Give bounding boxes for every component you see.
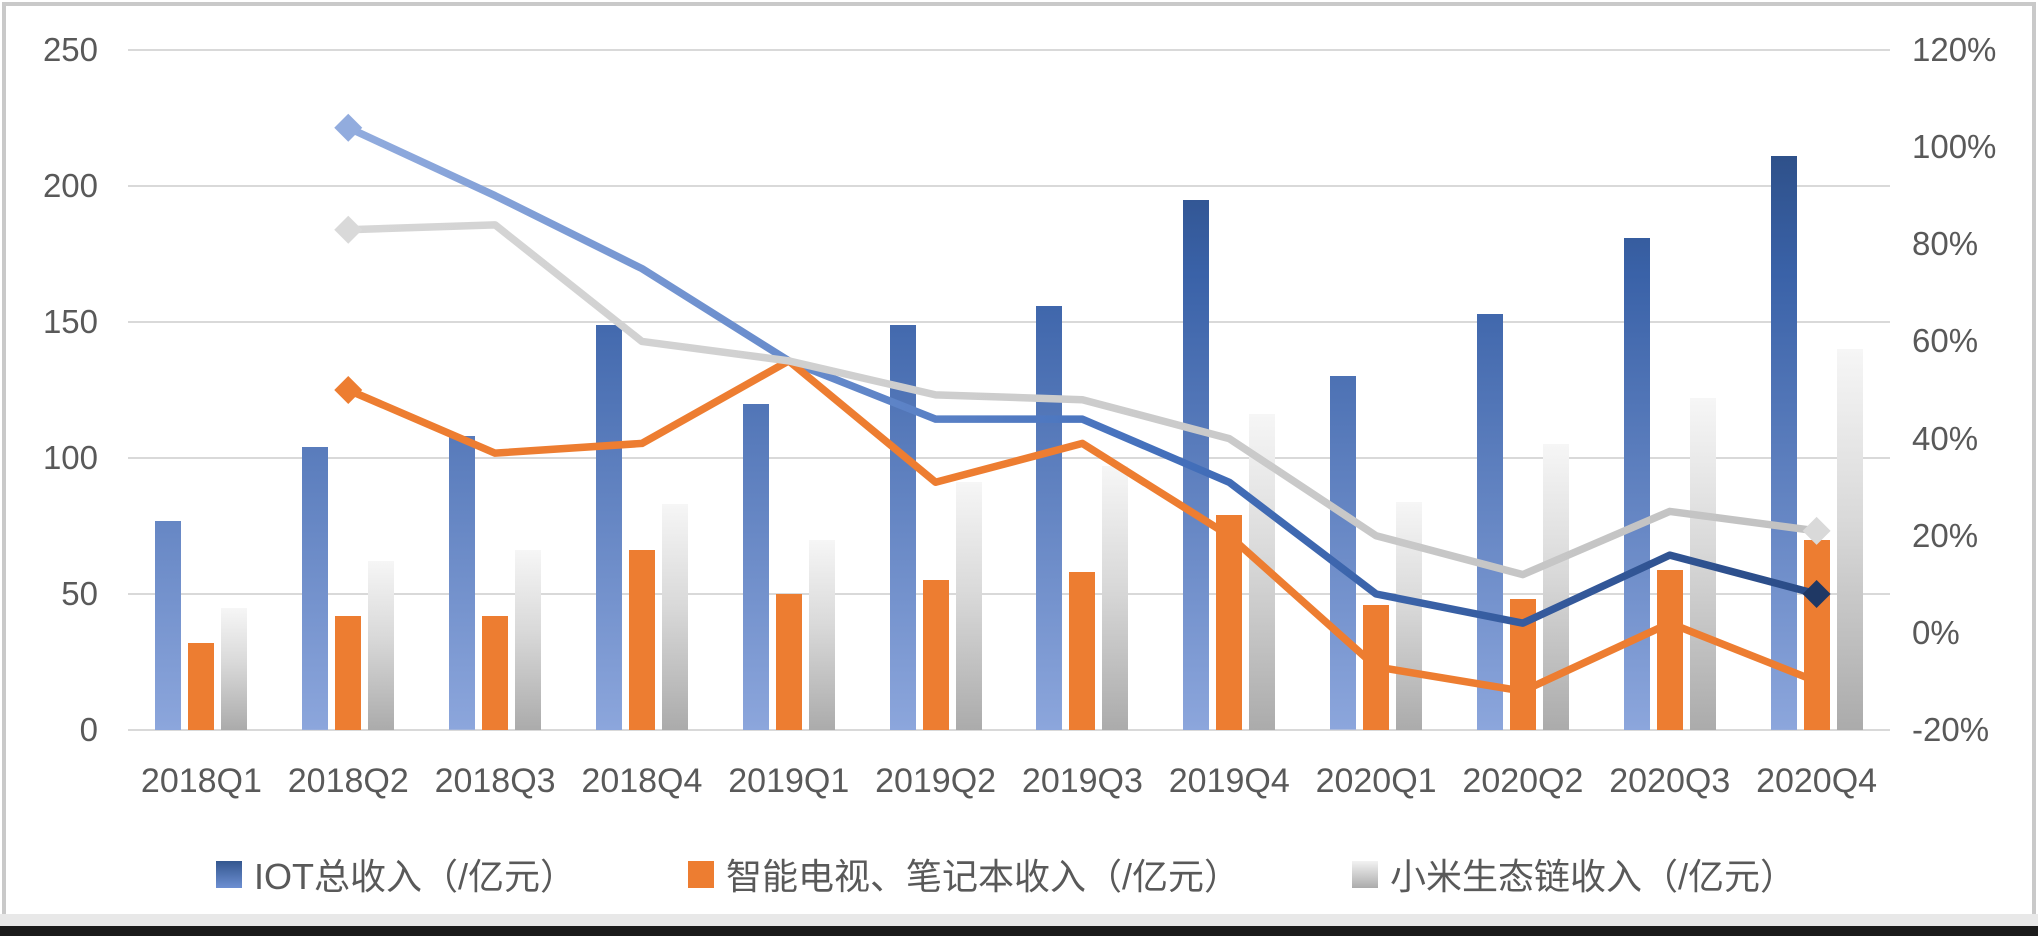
right-axis-tick-120%: 120% bbox=[1912, 31, 1997, 68]
legend-label-tv: 智能电视、笔记本收入（/亿元） bbox=[726, 856, 1241, 897]
line-0 bbox=[344, 123, 1821, 627]
bar-iot-2018Q4 bbox=[595, 324, 622, 730]
x-axis-label-2019Q3: 2019Q3 bbox=[1021, 762, 1143, 800]
marker-first-line-0 bbox=[334, 113, 363, 142]
x-axis-label-2020Q1: 2020Q1 bbox=[1315, 762, 1437, 800]
bar-tv-2020Q3 bbox=[1656, 569, 1683, 730]
gridline-200 bbox=[128, 185, 1890, 187]
marker-first-line-2 bbox=[334, 215, 363, 244]
right-axis-tick-80%: 80% bbox=[1912, 225, 1979, 263]
bar-iot-2018Q3 bbox=[449, 436, 476, 730]
left-axis-tick-250: 250 bbox=[42, 31, 98, 68]
gridline-100 bbox=[128, 457, 1890, 459]
right-axis-tick-60%: 60% bbox=[1912, 322, 1979, 360]
right-axis-tick--20%: -20% bbox=[1912, 711, 1990, 748]
bar-tv-2019Q1 bbox=[775, 594, 802, 730]
right-axis-tick-20%: 20% bbox=[1912, 516, 1979, 554]
card-border-right bbox=[2032, 2, 2036, 914]
bar-tv-2018Q4 bbox=[628, 550, 655, 730]
marker-last-line-0 bbox=[1802, 580, 1831, 608]
right-axis-tick-0%: 0% bbox=[1912, 613, 1960, 651]
bar-iot-2020Q3 bbox=[1623, 237, 1650, 730]
bar-iot-2018Q1 bbox=[155, 520, 182, 730]
bottom-light-strip bbox=[0, 914, 2038, 926]
marker-last-line-2 bbox=[1802, 516, 1831, 545]
bar-iot-2019Q1 bbox=[742, 403, 769, 730]
legend-label-iot: IOT总收入（/亿元） bbox=[254, 856, 576, 897]
bar-eco-2020Q4 bbox=[1836, 349, 1863, 730]
legend-label-eco: 小米生态链收入（/亿元） bbox=[1390, 856, 1797, 897]
legend-key-iot-swatch bbox=[216, 860, 242, 888]
bar-eco-2018Q2 bbox=[368, 561, 395, 730]
x-axis-label-2020Q2: 2020Q2 bbox=[1462, 762, 1584, 800]
bar-tv-2020Q4 bbox=[1803, 539, 1830, 730]
bar-eco-2018Q1 bbox=[221, 607, 248, 730]
line-2 bbox=[344, 221, 1821, 579]
right-axis-tick-40%: 40% bbox=[1912, 419, 1979, 457]
bar-iot-2020Q4 bbox=[1770, 156, 1797, 730]
bar-eco-2019Q2 bbox=[955, 482, 982, 730]
x-axis-label-2019Q2: 2019Q2 bbox=[875, 762, 997, 800]
x-axis-label-2020Q3: 2020Q3 bbox=[1609, 762, 1731, 800]
bar-tv-2018Q1 bbox=[188, 642, 215, 730]
x-axis-label-2018Q4: 2018Q4 bbox=[581, 762, 703, 800]
bar-iot-2020Q1 bbox=[1330, 376, 1357, 730]
line-series-layer bbox=[334, 113, 1831, 695]
gridline-0 bbox=[128, 729, 1890, 731]
legend-key-tv-swatch bbox=[688, 860, 714, 888]
bar-tv-2019Q4 bbox=[1216, 515, 1243, 730]
bar-iot-2018Q2 bbox=[302, 447, 329, 730]
x-axis-label-2019Q1: 2019Q1 bbox=[728, 762, 850, 800]
x-axis-label-2020Q4: 2020Q4 bbox=[1756, 762, 1878, 800]
left-axis-tick-100: 100 bbox=[42, 439, 98, 476]
bar-tv-2018Q2 bbox=[335, 615, 362, 730]
bar-eco-2019Q1 bbox=[808, 539, 835, 730]
card-border-top bbox=[2, 2, 2036, 6]
bar-eco-2018Q4 bbox=[661, 504, 688, 730]
bar-iot-2020Q2 bbox=[1476, 313, 1503, 730]
bar-tv-2019Q3 bbox=[1069, 572, 1096, 730]
x-axis-label-2018Q1: 2018Q1 bbox=[140, 762, 262, 800]
legend-item-tv: 智能电视、笔记本收入（/亿元） bbox=[688, 856, 1240, 897]
x-axis-label-2018Q3: 2018Q3 bbox=[434, 762, 556, 800]
legend-key-eco-swatch bbox=[1352, 860, 1378, 888]
legend-item-eco: 小米生态链收入（/亿元） bbox=[1352, 856, 1796, 897]
bar-tv-2018Q3 bbox=[482, 615, 509, 730]
left-axis-tick-150: 150 bbox=[42, 303, 98, 340]
gridline-150 bbox=[128, 321, 1890, 323]
gridline-50 bbox=[128, 593, 1890, 595]
left-axis-tick-0: 0 bbox=[79, 711, 98, 748]
x-axis-label-2019Q4: 2019Q4 bbox=[1168, 762, 1290, 800]
gridline-250 bbox=[128, 49, 1890, 51]
right-axis-tick-100%: 100% bbox=[1912, 128, 1997, 166]
left-axis-tick-50: 50 bbox=[61, 575, 98, 612]
bar-eco-2019Q3 bbox=[1102, 466, 1129, 730]
legend-item-iot: IOT总收入（/亿元） bbox=[216, 856, 576, 897]
line-1 bbox=[344, 357, 1821, 695]
bar-eco-2018Q3 bbox=[515, 550, 542, 730]
bar-tv-2019Q2 bbox=[922, 580, 949, 730]
x-axis-label-2018Q2: 2018Q2 bbox=[287, 762, 409, 800]
bottom-dark-strip bbox=[0, 926, 2038, 936]
card-border-left bbox=[2, 2, 6, 914]
bar-iot-2019Q3 bbox=[1036, 305, 1063, 730]
plot-area bbox=[128, 49, 1890, 731]
left-axis-tick-200: 200 bbox=[42, 167, 98, 204]
marker-first-line-1 bbox=[334, 376, 363, 404]
